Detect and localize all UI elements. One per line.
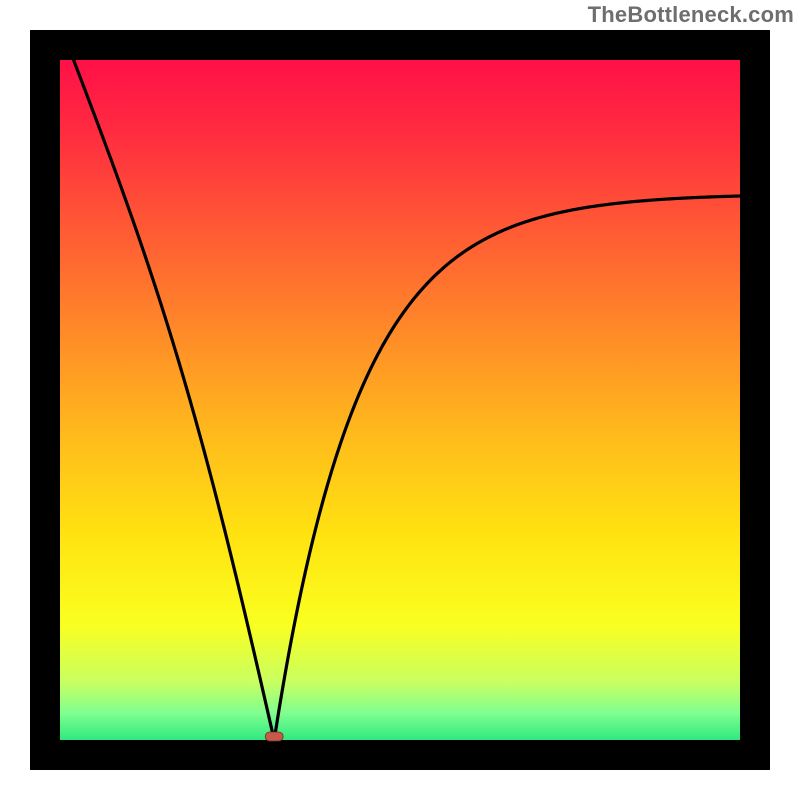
- chart-container: TheBottleneck.com: [0, 0, 800, 800]
- watermark: TheBottleneck.com: [588, 2, 794, 28]
- minimum-marker: [265, 732, 283, 741]
- plot-background: [60, 60, 740, 740]
- chart-svg: [0, 0, 800, 800]
